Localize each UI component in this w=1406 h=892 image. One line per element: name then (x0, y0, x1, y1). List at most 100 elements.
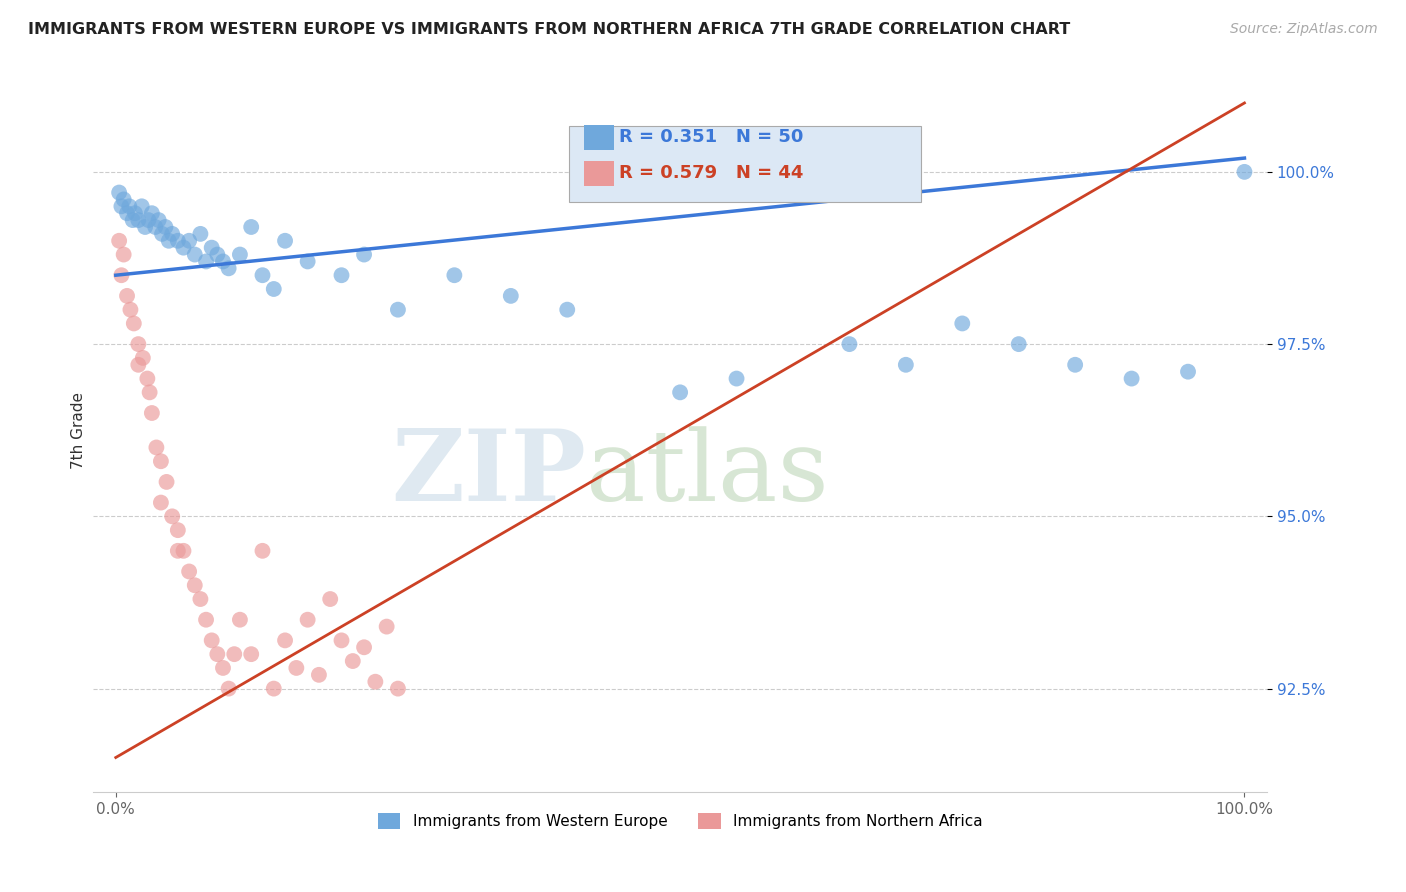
Point (112, 247, 135, 261)
Point (207, 247, 229, 261)
Point (172, 544, 194, 558)
Point (319, 592, 342, 607)
Point (145, 441, 167, 455)
Point (149, 495, 172, 509)
Point (353, 247, 375, 261)
Point (179, 565, 201, 579)
Point (190, 592, 212, 607)
Point (218, 261, 240, 276)
Point (224, 647, 246, 661)
Point (122, 317, 145, 331)
Point (263, 282, 285, 296)
Point (240, 219, 263, 234)
Point (184, 247, 207, 261)
Text: R = 0.351   N = 50: R = 0.351 N = 50 (619, 128, 803, 146)
Point (166, 523, 188, 537)
Point (229, 613, 252, 627)
Point (157, 234, 180, 248)
Point (184, 578, 207, 592)
Point (443, 268, 465, 283)
Point (110, 199, 132, 213)
Point (212, 661, 235, 675)
Point (195, 613, 218, 627)
Point (127, 213, 149, 227)
Point (155, 475, 177, 489)
Point (240, 647, 263, 661)
Point (166, 544, 188, 558)
Point (207, 647, 229, 661)
Text: ZIP: ZIP (391, 425, 586, 522)
Point (124, 206, 146, 220)
Point (108, 186, 131, 200)
Y-axis label: 7th Grade: 7th Grade (72, 392, 86, 468)
Point (555, 302, 578, 317)
Point (330, 633, 353, 648)
Point (364, 674, 387, 689)
Point (190, 227, 212, 241)
Point (1064, 358, 1087, 372)
Point (115, 289, 138, 303)
Point (838, 337, 860, 351)
Point (212, 254, 235, 268)
Point (149, 454, 172, 468)
Point (160, 227, 183, 241)
FancyBboxPatch shape (568, 127, 921, 202)
FancyBboxPatch shape (583, 161, 614, 186)
FancyBboxPatch shape (583, 125, 614, 150)
Point (669, 385, 692, 400)
Point (134, 219, 156, 234)
Text: atlas: atlas (586, 425, 830, 522)
Point (118, 199, 141, 213)
Point (120, 302, 142, 317)
Point (285, 661, 308, 675)
Point (894, 358, 917, 372)
Point (330, 268, 353, 283)
Point (375, 619, 398, 633)
Point (274, 633, 297, 648)
Point (499, 289, 522, 303)
Point (252, 268, 274, 283)
Point (155, 219, 177, 234)
Point (148, 213, 170, 227)
Point (353, 640, 375, 655)
Point (160, 509, 183, 524)
Text: IMMIGRANTS FROM WESTERN EUROPE VS IMMIGRANTS FROM NORTHERN AFRICA 7TH GRADE CORR: IMMIGRANTS FROM WESTERN EUROPE VS IMMIGR… (28, 22, 1070, 37)
Point (950, 317, 973, 331)
Point (127, 358, 149, 372)
Point (172, 241, 194, 255)
Point (387, 302, 409, 317)
Point (136, 371, 159, 385)
Point (110, 268, 132, 283)
Point (141, 406, 163, 420)
Point (195, 254, 218, 268)
Point (179, 234, 201, 248)
Point (166, 234, 188, 248)
Point (150, 227, 173, 241)
Point (387, 681, 409, 696)
Point (127, 337, 149, 351)
Point (274, 234, 297, 248)
Point (121, 213, 143, 227)
Point (252, 544, 274, 558)
Point (1121, 371, 1143, 385)
Point (201, 633, 224, 648)
Point (342, 654, 364, 668)
Point (218, 681, 240, 696)
Point (131, 199, 153, 213)
Point (1233, 165, 1256, 179)
Point (132, 351, 155, 365)
Point (115, 206, 138, 220)
Point (112, 193, 135, 207)
Point (138, 213, 160, 227)
Point (725, 371, 748, 385)
Text: R = 0.579   N = 44: R = 0.579 N = 44 (619, 164, 803, 183)
Point (201, 241, 224, 255)
Point (1008, 337, 1031, 351)
Point (297, 613, 319, 627)
Point (229, 247, 252, 261)
Point (108, 234, 131, 248)
Point (297, 254, 319, 268)
Legend: Immigrants from Western Europe, Immigrants from Northern Africa: Immigrants from Western Europe, Immigran… (371, 806, 988, 835)
Point (263, 681, 285, 696)
Text: Source: ZipAtlas.com: Source: ZipAtlas.com (1230, 22, 1378, 37)
